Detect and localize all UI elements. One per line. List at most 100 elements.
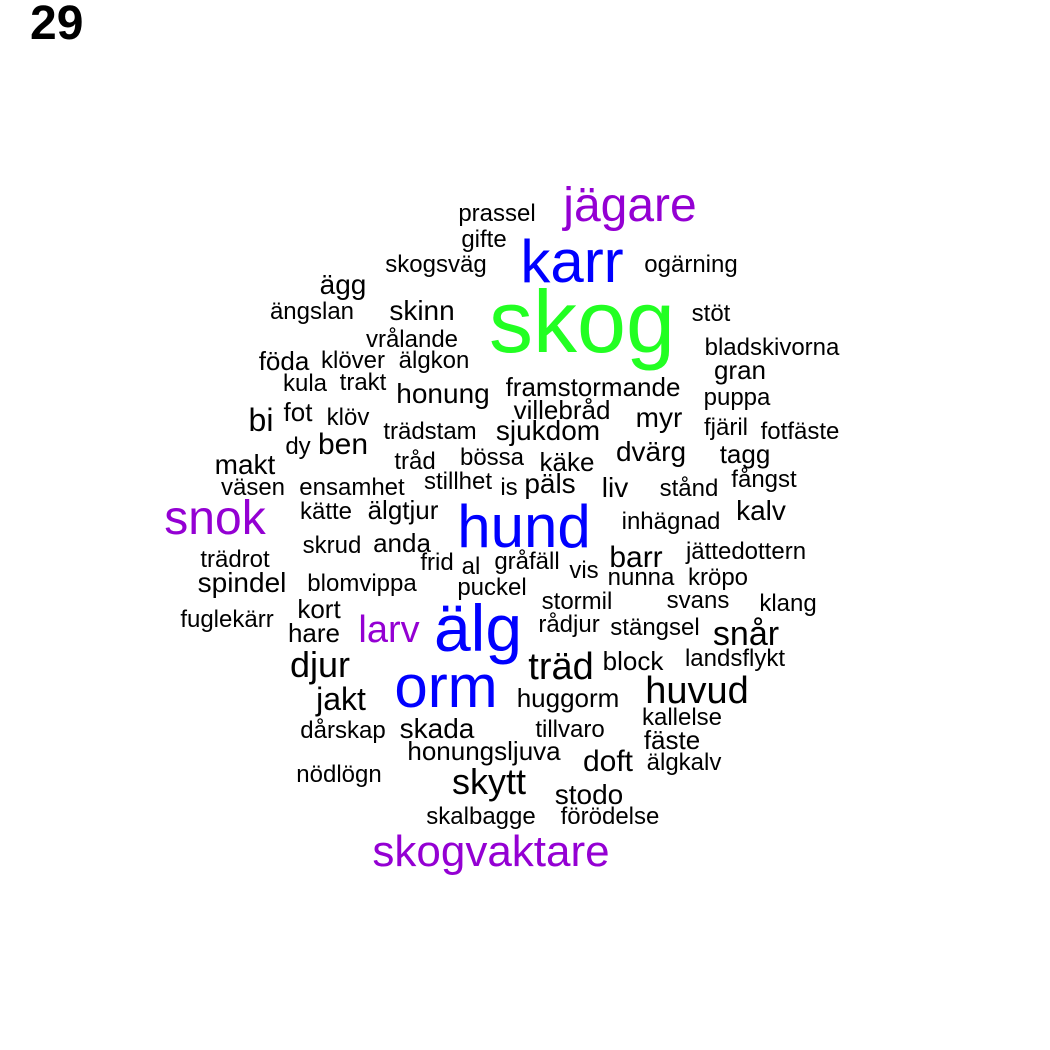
word-anda: anda [373, 528, 431, 558]
word-nunna: nunna [607, 564, 675, 591]
word-dvarg: dvärg [615, 436, 687, 467]
word-snok: snok [164, 492, 266, 545]
word-liv: liv [601, 472, 629, 503]
word-barr: barr [609, 541, 663, 574]
word-larv: larv [358, 609, 420, 651]
word-fuglekarr: fuglekärr [180, 606, 274, 633]
word-kake: käke [539, 447, 595, 477]
word-block: block [602, 646, 664, 676]
word-trad: tråd [394, 448, 436, 475]
word-katte: kätte [299, 498, 353, 525]
word-skinn: skinn [389, 295, 455, 326]
word-stand: stånd [659, 475, 719, 502]
word-jagare: jägare [563, 179, 697, 232]
word-stormil: stormil [541, 588, 613, 615]
word-hund: hund [457, 493, 591, 560]
word-jakt: jakt [316, 681, 366, 717]
word-stot: stöt [691, 300, 731, 327]
word-doft: doft [582, 745, 634, 778]
word-huggorm: huggorm [516, 683, 620, 713]
word-algtjur: älgtjur [367, 495, 439, 525]
word-sjukdom: sjukdom [495, 415, 601, 446]
word-spindel: spindel [197, 567, 287, 598]
word-skytt: skytt [451, 761, 527, 802]
word-honung: honung [396, 378, 490, 409]
word-stodo: stodo [554, 779, 624, 810]
word-kula: kula [282, 370, 328, 397]
word-snar: snår [712, 615, 780, 653]
word-karr: karr [520, 228, 624, 295]
word-kallelse: kallelse [641, 704, 723, 731]
word-faste: fäste [643, 725, 701, 755]
word-alg: älg [433, 591, 523, 665]
word-forodelse: förödelse [560, 803, 660, 830]
word-pals: päls [524, 468, 576, 499]
word-algkalv: älgkalv [646, 749, 722, 776]
word-skogsvag: skogsväg [385, 251, 487, 278]
word-orm: orm [394, 653, 498, 720]
word-stangsel: stängsel [610, 614, 700, 641]
word-skog: skog [489, 272, 675, 371]
word-nodlogn: nödlögn [296, 761, 382, 788]
word-agg: ägg [319, 269, 367, 300]
word-klover: klöver [320, 347, 386, 374]
word-klov: klöv [326, 404, 370, 431]
word-tradstam: trädstam [383, 418, 477, 445]
word-prassel: prassel [458, 200, 536, 227]
word-inhagnad: inhägnad [621, 508, 721, 535]
word-kalv: kalv [736, 495, 786, 526]
word-kort: kort [297, 594, 341, 624]
word-vis: vis [569, 557, 599, 584]
word-trakt: trakt [339, 369, 387, 396]
word-tagg: tagg [719, 439, 771, 469]
word-villebrad: villebråd [513, 395, 611, 425]
word-fotfaste: fotfäste [760, 418, 840, 445]
word-svans: svans [666, 587, 730, 614]
word-myr: myr [635, 402, 683, 433]
word-bladskivorna: bladskivorna [704, 334, 840, 361]
word-hare: hare [287, 618, 341, 648]
word-is: is [500, 474, 518, 501]
word-landsflykt: landsflykt [684, 645, 786, 672]
word-puppa: puppa [703, 384, 771, 411]
word-angslan: ängslan [269, 298, 355, 325]
word-skalbagge: skalbagge [426, 803, 536, 830]
word-ogarning: ogärning [644, 251, 738, 278]
word-framstormande: framstormande [505, 372, 681, 402]
word-blomvippa: blomvippa [307, 570, 417, 597]
word-kropo: kröpo [687, 564, 749, 591]
word-makt: makt [214, 449, 276, 480]
word-skada: skada [399, 713, 475, 744]
word-foda: föda [258, 346, 310, 376]
word-algkon: älgkon [398, 347, 470, 374]
word-gran: gran [713, 355, 767, 385]
word-bossa: bössa [459, 444, 525, 471]
word-fjaril: fjäril [703, 414, 749, 441]
word-tillvaro: tillvaro [535, 716, 605, 743]
word-vralande: vrålande [365, 326, 459, 353]
word-trad: träd [528, 646, 594, 688]
word-ensamhet: ensamhet [299, 474, 405, 501]
word-jattedottern: jättedottern [685, 538, 807, 565]
word-grafall: gråfäll [494, 548, 560, 575]
word-huvud: huvud [645, 670, 749, 712]
word-tradrot: trädrot [200, 546, 270, 573]
word-bi: bi [248, 402, 274, 438]
page-number: 29 [30, 0, 84, 50]
word-fangst: fångst [731, 466, 797, 493]
word-darskap: dårskap [300, 717, 386, 744]
word-vasen: väsen [220, 474, 286, 501]
word-honungsljuva: honungsljuva [407, 736, 561, 766]
word-dy: dy [285, 433, 311, 460]
word-radjur: rådjur [538, 611, 600, 638]
word-al: al [461, 553, 481, 580]
word-klang: klang [759, 590, 817, 617]
word-skrud: skrud [302, 532, 362, 559]
word-puckel: puckel [457, 574, 527, 601]
word-skogvaktare: skogvaktare [372, 827, 610, 876]
word-djur: djur [289, 644, 351, 685]
word-gifte: gifte [461, 226, 507, 253]
word-ben: ben [317, 428, 369, 461]
word-fot: fot [283, 397, 313, 427]
